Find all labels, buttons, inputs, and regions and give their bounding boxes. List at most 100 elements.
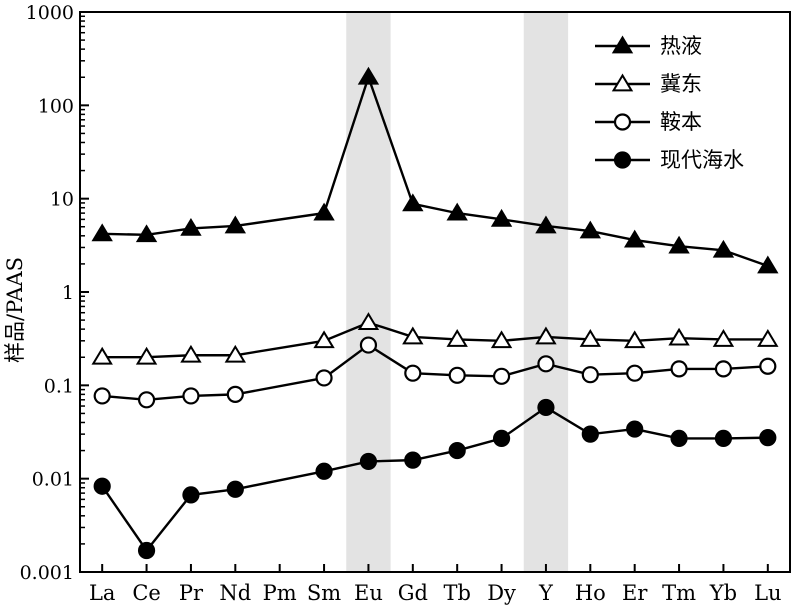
series-4 bbox=[93, 398, 777, 560]
data-point-tb bbox=[446, 202, 468, 221]
data-point-pr bbox=[182, 387, 200, 405]
y-axis-label: 样品/PAAS bbox=[3, 257, 27, 363]
data-point-la bbox=[93, 387, 111, 405]
data-point-nd bbox=[224, 215, 247, 234]
data-point-tm bbox=[668, 235, 690, 254]
data-point-y bbox=[537, 398, 555, 417]
data-point-pr bbox=[180, 217, 202, 236]
y-tick-label: 0.01 bbox=[32, 469, 74, 491]
x-tick-label-sm: Sm bbox=[307, 581, 341, 605]
data-point-sm bbox=[315, 462, 333, 480]
legend-marker bbox=[611, 35, 634, 54]
data-point-lu bbox=[757, 329, 779, 347]
data-point-y bbox=[535, 326, 557, 345]
x-tick-label-yb: Yb bbox=[709, 581, 737, 605]
data-point-la bbox=[91, 346, 113, 365]
data-point-nd bbox=[226, 480, 244, 498]
highlight-bands bbox=[346, 12, 569, 572]
axes-frame: 0.001 0.01 0.1 1 10 100 1000 La Ce Pr Nd Pm Sm Eu Gd Tb… bbox=[20, 2, 791, 605]
data-point-lu bbox=[757, 255, 779, 274]
data-point-dy bbox=[490, 330, 513, 349]
data-point-ho bbox=[581, 366, 599, 384]
y-tick-label: 1 bbox=[62, 282, 74, 304]
data-point-dy bbox=[492, 429, 511, 448]
data-point-tm bbox=[670, 360, 688, 378]
data-point-dy bbox=[490, 208, 513, 227]
data-point-er bbox=[623, 229, 646, 248]
legend-label: 冀东 bbox=[660, 72, 702, 96]
y-tick-label: 100 bbox=[38, 95, 74, 117]
x-tick-label-lu: Lu bbox=[754, 581, 781, 605]
highlight-band-eu bbox=[346, 12, 391, 572]
legend-item-1: 热液 bbox=[595, 34, 702, 58]
x-tick-label-gd: Gd bbox=[398, 581, 428, 605]
series-1 bbox=[91, 66, 779, 274]
data-point-nd bbox=[224, 344, 247, 363]
series-2 bbox=[91, 312, 779, 365]
data-point-pr bbox=[182, 486, 200, 504]
data-point-nd bbox=[226, 385, 244, 403]
x-tick-label-la: La bbox=[89, 581, 115, 605]
x-tick-label-eu: Eu bbox=[354, 581, 383, 605]
data-point-eu bbox=[357, 66, 380, 85]
data-point-lu bbox=[759, 429, 777, 447]
legend-item-2: 冀东 bbox=[595, 72, 702, 96]
data-point-yb bbox=[714, 360, 733, 378]
data-point-ce bbox=[137, 391, 156, 409]
x-tick-label-y: Y bbox=[538, 581, 554, 605]
data-point-tb bbox=[448, 441, 466, 460]
data-point-er bbox=[623, 330, 646, 349]
data-point-gd bbox=[402, 193, 424, 212]
data-point-tm bbox=[668, 327, 690, 346]
data-point-ho bbox=[581, 425, 599, 443]
data-point-ho bbox=[579, 329, 602, 347]
legend-marker bbox=[613, 151, 632, 169]
y-tick-label: 0.001 bbox=[20, 562, 74, 584]
legend-marker bbox=[613, 113, 632, 131]
legend-label: 鞍本 bbox=[660, 110, 702, 134]
legend-item-4: 现代海水 bbox=[595, 148, 744, 172]
data-point-eu bbox=[357, 312, 380, 330]
data-point-ce bbox=[135, 346, 158, 365]
x-tick-label-pm: Pm bbox=[263, 581, 297, 605]
data-point-eu bbox=[359, 452, 378, 471]
series-line bbox=[101, 405, 768, 553]
x-tick-label-er: Er bbox=[622, 581, 648, 605]
data-point-ho bbox=[579, 220, 602, 239]
data-point-dy bbox=[492, 367, 511, 385]
data-point-y bbox=[537, 355, 555, 373]
data-point-la bbox=[93, 477, 111, 495]
data-point-gd bbox=[404, 364, 422, 382]
data-point-tm bbox=[670, 429, 688, 448]
data-point-er bbox=[626, 364, 644, 382]
data-point-gd bbox=[404, 451, 422, 469]
data-point-ce bbox=[135, 224, 158, 243]
x-tick-label-dy: Dy bbox=[487, 581, 516, 605]
y-tick-label: 1000 bbox=[26, 2, 74, 24]
y-tick-label: 0.1 bbox=[44, 375, 74, 397]
series-line bbox=[102, 343, 768, 401]
data-point-eu bbox=[359, 336, 378, 354]
y-tick-label: 10 bbox=[50, 189, 74, 211]
data-point-yb bbox=[712, 239, 735, 258]
x-tick-label-pr: Pr bbox=[179, 581, 204, 605]
data-point-y bbox=[535, 215, 557, 234]
data-point-yb bbox=[714, 429, 733, 448]
data-point-lu bbox=[759, 357, 777, 375]
data-point-yb bbox=[712, 329, 735, 347]
data-point-la bbox=[91, 223, 113, 242]
series-layer bbox=[91, 66, 779, 560]
legend-label: 现代海水 bbox=[660, 148, 744, 172]
series-3 bbox=[93, 336, 777, 409]
data-point-tb bbox=[448, 366, 466, 384]
data-point-er bbox=[626, 420, 644, 438]
data-point-sm bbox=[313, 330, 335, 349]
data-point-sm bbox=[315, 369, 333, 387]
data-point-gd bbox=[402, 326, 424, 345]
data-point-pr bbox=[180, 344, 202, 363]
legend-item-3: 鞍本 bbox=[595, 110, 702, 134]
data-point-tb bbox=[446, 329, 468, 347]
